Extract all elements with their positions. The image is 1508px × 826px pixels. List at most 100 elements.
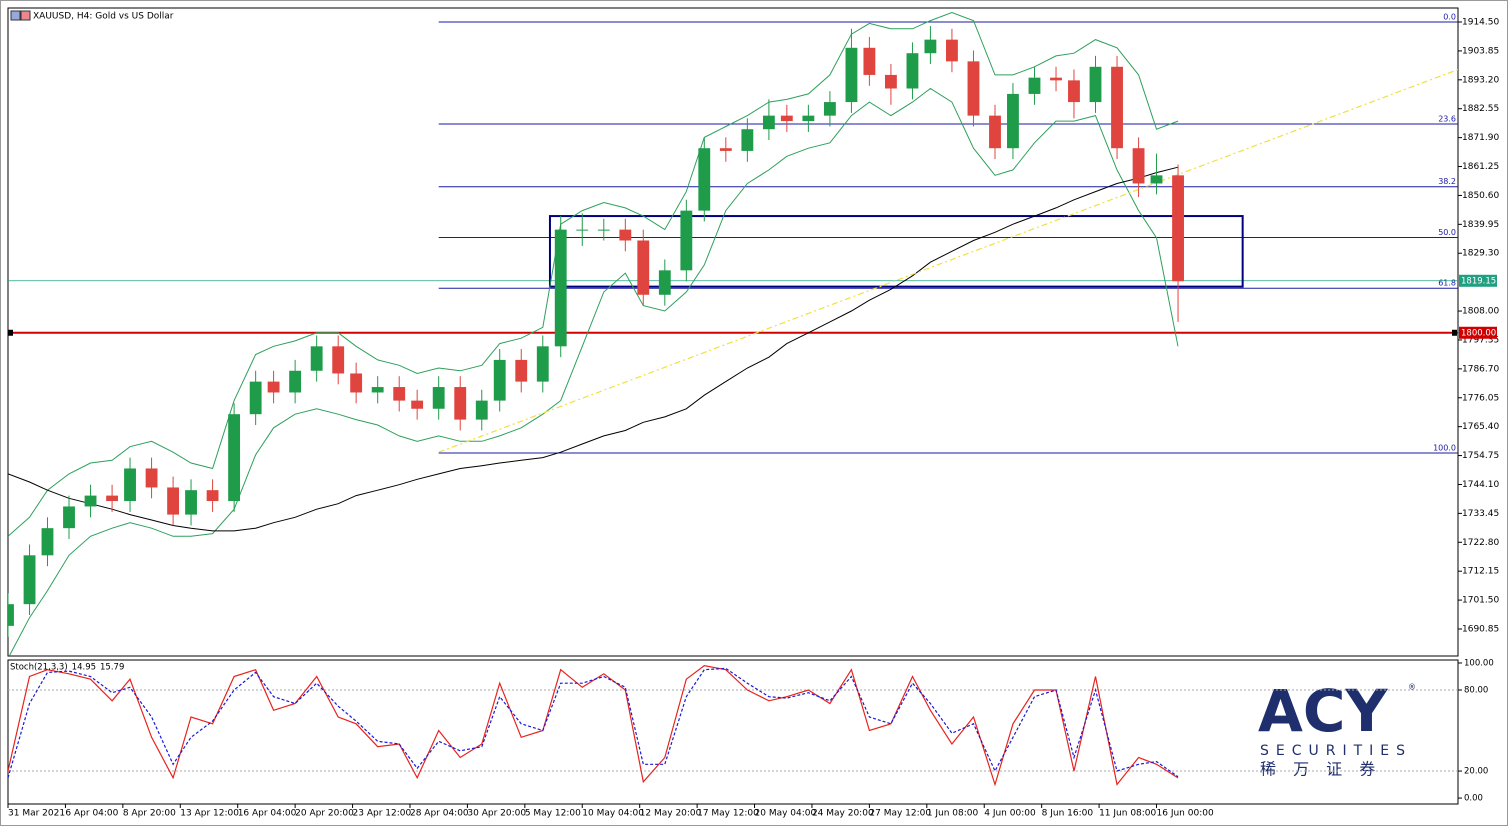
fib-label: 61.8 [1438, 279, 1456, 288]
x-tick-label: 24 May 20:00 [812, 809, 874, 819]
candle-body [1028, 77, 1041, 94]
candle-body [619, 229, 632, 241]
candle-body [741, 129, 754, 151]
candle-body [762, 115, 775, 130]
candle-body [249, 381, 262, 415]
candle-body [167, 487, 180, 515]
candle-body [475, 400, 488, 420]
zone-box [548, 215, 1244, 288]
y-tick-label: 1690.85 [1462, 624, 1499, 634]
symbol-icon [10, 10, 21, 21]
y-tick-label: 1712.15 [1462, 567, 1499, 577]
x-tick-label: 17 May 12:00 [697, 809, 759, 819]
y-tick-label: 1765.40 [1462, 422, 1499, 432]
candle-body [597, 229, 610, 231]
level-tag [1459, 326, 1497, 339]
candle-body [84, 495, 97, 507]
y-tick-label: 1733.45 [1462, 509, 1499, 519]
y-tick-label: 1797.35 [1462, 335, 1499, 345]
candle-body [267, 381, 280, 393]
logo-sub: SECURITIES [1260, 743, 1412, 759]
candle-body [906, 53, 919, 89]
level-handle [8, 329, 13, 336]
candle-body [658, 270, 671, 295]
x-tick-label: 23 Apr 12:00 [353, 809, 412, 819]
y-tick-label: 0.00 [1464, 794, 1483, 804]
x-tick-label: 31 Mar 2021 [8, 809, 65, 819]
logo-brand: ACY [1258, 677, 1388, 745]
y-tick-label: 80.00 [1464, 685, 1488, 695]
logo-cn: 稀 万 证 券 [1260, 760, 1381, 779]
candle-body [802, 115, 815, 122]
y-tick-label: 1829.30 [1462, 249, 1499, 259]
candle-body [967, 61, 980, 116]
x-tick-label: 27 May 12:00 [869, 809, 931, 819]
y-tick-label: 1839.95 [1462, 220, 1499, 230]
candle-body [454, 387, 467, 420]
y-tick-label: 1701.50 [1462, 596, 1499, 606]
level-handle [1452, 329, 1457, 336]
fib-label: 0.0 [1443, 13, 1456, 22]
level-label: 1800.00 [1461, 328, 1496, 338]
x-tick-label: 6 Apr 04:00 [65, 809, 118, 819]
y-tick-label: 1722.80 [1462, 538, 1499, 548]
stoch-line [8, 667, 1179, 778]
candle-body [946, 39, 958, 62]
fib-label: 50.0 [1438, 228, 1456, 237]
y-tick-label: 1776.05 [1462, 393, 1499, 403]
candle-body [145, 468, 158, 488]
fib-label: 100.0 [1433, 443, 1456, 452]
candle-body [1172, 175, 1184, 282]
y-tick-label: 1786.70 [1462, 364, 1499, 374]
candle-body [1050, 77, 1062, 81]
current-price-tag [1459, 274, 1497, 287]
x-tick-label: 10 May 04:00 [582, 809, 644, 819]
indicator-line [8, 87, 1179, 656]
sub-panel [7, 659, 1459, 805]
candle-body [493, 359, 506, 401]
sub-plot [8, 665, 1458, 787]
candle-body [185, 490, 197, 515]
y-tick-label: 1744.10 [1462, 480, 1499, 490]
candle-body [63, 506, 75, 529]
x-tick-label: 13 Apr 12:00 [180, 809, 239, 819]
indicator-line [8, 166, 1179, 532]
main-plot: 0.0 23.6 38.2 50.0 61.8 100.0 [8, 11, 1458, 656]
fib-label: 38.2 [1438, 177, 1456, 186]
y-tick-label: 1871.90 [1462, 133, 1499, 143]
x-tick-label: 11 Jun 08:00 [1099, 809, 1156, 819]
y-tick-label: 1861.25 [1462, 162, 1499, 172]
candle-body [637, 240, 650, 295]
candle-body [41, 528, 54, 556]
candle-body [1089, 66, 1102, 103]
candle-body [350, 373, 363, 393]
current-price-label: 1819.15 [1461, 276, 1496, 286]
candle-body [863, 47, 876, 75]
y-tick-label: 1882.55 [1462, 104, 1499, 114]
x-tick-label: 1 Jun 08:00 [927, 809, 979, 819]
candle-body [371, 387, 384, 393]
symbol-icon [20, 10, 31, 21]
y-tick-label: 1893.20 [1462, 75, 1499, 85]
x-tick-label: 16 Jun 00:00 [1157, 809, 1214, 819]
indicator-value: 14.95 [72, 663, 96, 673]
candle-body [393, 387, 406, 401]
chart-title: XAUUSD, H4: Gold vs US Dollar [33, 12, 174, 22]
candle-body [1132, 148, 1145, 184]
candle-body [432, 387, 445, 409]
candle-body [719, 148, 732, 151]
y-tick-label: 1754.75 [1462, 451, 1499, 461]
x-tick-label: 5 May 12:00 [525, 809, 581, 819]
y-tick-label: 1903.85 [1462, 46, 1499, 56]
x-tick-label: 16 Apr 04:00 [238, 809, 297, 819]
y-tick-label: 1850.60 [1462, 191, 1499, 201]
candle-body [1111, 66, 1123, 149]
candle-body [1007, 93, 1019, 149]
candle-body [310, 346, 323, 371]
indicator-value: 15.79 [100, 663, 124, 673]
candle-body [289, 370, 302, 393]
candle-body [884, 74, 897, 89]
y-tick-label: 100.00 [1464, 658, 1494, 668]
candle-body [554, 229, 567, 347]
